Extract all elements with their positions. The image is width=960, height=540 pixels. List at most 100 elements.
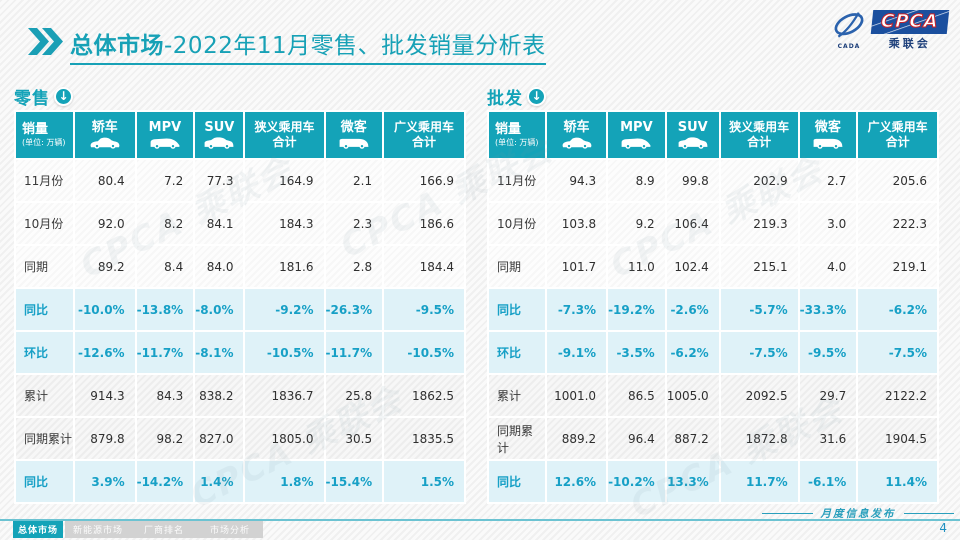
column-header: 轿车 bbox=[74, 112, 135, 158]
row-label: 同比 bbox=[16, 461, 73, 502]
table-row: 11月份 80.4 7.2 77.3 164.9 2.1 166.9 bbox=[16, 160, 464, 201]
value-cell: 166.9 bbox=[384, 160, 464, 201]
value-cell: 25.8 bbox=[325, 375, 383, 416]
value-cell: -6.2% bbox=[666, 332, 719, 373]
value-cell: 1862.5 bbox=[384, 375, 464, 416]
footer-tab-0[interactable]: 总体市场 bbox=[13, 521, 63, 538]
value-cell: 80.4 bbox=[74, 160, 135, 201]
down-arrow-icon: ↓ bbox=[527, 86, 546, 106]
table-row: 同比 12.6% -10.2% 13.3% 11.7% -6.1% 11.4% bbox=[489, 461, 937, 502]
sales-table: 销量 (单位: 万辆) 轿车 MPV SUV 狭义乘用车 合计 微客 广义乘用车 合计 11月份 94… bbox=[487, 110, 939, 504]
value-cell: 879.8 bbox=[74, 418, 135, 459]
table-row: 11月份 94.3 8.9 99.8 202.9 2.7 205.6 bbox=[489, 160, 937, 201]
value-cell: 96.4 bbox=[608, 418, 665, 459]
value-cell: 9.2 bbox=[608, 203, 665, 244]
value-cell: -3.5% bbox=[608, 332, 665, 373]
value-cell: -7.3% bbox=[546, 289, 607, 330]
value-cell: 219.1 bbox=[858, 246, 937, 287]
value-cell: 914.3 bbox=[74, 375, 135, 416]
value-cell: 2.7 bbox=[799, 160, 857, 201]
wholesale-title: 批发 bbox=[487, 88, 523, 109]
mpv-icon bbox=[137, 136, 194, 151]
column-header: 狭义乘用车 合计 bbox=[245, 112, 324, 158]
value-cell: -15.4% bbox=[325, 461, 383, 502]
value-cell: -9.2% bbox=[245, 289, 324, 330]
value-cell: 838.2 bbox=[195, 375, 244, 416]
value-cell: 102.4 bbox=[666, 246, 719, 287]
row-label: 环比 bbox=[489, 332, 545, 373]
value-cell: 92.0 bbox=[74, 203, 135, 244]
footer-tab-1[interactable]: 新能源市场 bbox=[65, 521, 131, 538]
value-cell: -8.1% bbox=[195, 332, 244, 373]
value-cell: 8.4 bbox=[136, 246, 194, 287]
value-cell: 181.6 bbox=[245, 246, 324, 287]
row-label: 同期累计 bbox=[16, 418, 73, 459]
value-cell: 98.2 bbox=[136, 418, 194, 459]
table-row: 累计 914.3 84.3 838.2 1836.7 25.8 1862.5 bbox=[16, 375, 464, 416]
wholesale-panel: 批发 ↓ 销量 (单位: 万辆) 轿车 MPV SUV 狭义乘用车 合计 微客 广义乘用车 合计 1… bbox=[487, 84, 939, 504]
value-cell: 8.9 bbox=[608, 160, 665, 201]
value-cell: 1805.0 bbox=[245, 418, 324, 459]
column-header: MPV bbox=[136, 112, 194, 158]
row-label: 同比 bbox=[489, 289, 545, 330]
retail-table-host: 销量 (单位: 万辆) 轿车 MPV SUV 狭义乘用车 合计 微客 广义乘用车 合计 11月份 80… bbox=[14, 110, 466, 504]
cada-label: CADA bbox=[837, 43, 861, 50]
value-cell: -12.6% bbox=[74, 332, 135, 373]
value-cell: 31.6 bbox=[799, 418, 857, 459]
value-cell: 1835.5 bbox=[384, 418, 464, 459]
sedan-icon bbox=[75, 136, 135, 151]
cpca-label: CPCA bbox=[880, 11, 940, 33]
value-cell: -9.5% bbox=[799, 332, 857, 373]
column-header: 狭义乘用车 合计 bbox=[720, 112, 798, 158]
value-cell: -13.8% bbox=[136, 289, 194, 330]
value-cell: 30.5 bbox=[325, 418, 383, 459]
value-cell: 11.4% bbox=[858, 461, 937, 502]
release-note-line bbox=[903, 513, 954, 514]
value-cell: 101.7 bbox=[546, 246, 607, 287]
value-cell: 186.6 bbox=[384, 203, 464, 244]
table-row: 环比 -12.6% -11.7% -8.1% -10.5% -11.7% -10.5% bbox=[16, 332, 464, 373]
page-title-rest: -2022年11月零售、批发销量分析表 bbox=[164, 33, 546, 59]
table-row: 累计 1001.0 86.5 1005.0 2092.5 29.7 2122.2 bbox=[489, 375, 937, 416]
value-cell: 77.3 bbox=[195, 160, 244, 201]
page-header: 总体市场-2022年11月零售、批发销量分析表 bbox=[28, 26, 546, 65]
release-note-text: 月度信息发布 bbox=[820, 508, 896, 520]
value-cell: 4.0 bbox=[799, 246, 857, 287]
value-cell: 222.3 bbox=[858, 203, 937, 244]
footer-tab-3[interactable]: 市场分析 bbox=[197, 521, 263, 538]
value-cell: -33.3% bbox=[799, 289, 857, 330]
column-header: 广义乘用车 合计 bbox=[384, 112, 464, 158]
value-cell: 1.5% bbox=[384, 461, 464, 502]
value-cell: 84.3 bbox=[136, 375, 194, 416]
row-label: 11月份 bbox=[16, 160, 73, 201]
page-number: 4 bbox=[939, 521, 947, 535]
table-row: 环比 -9.1% -3.5% -6.2% -7.5% -9.5% -7.5% bbox=[489, 332, 937, 373]
column-header: 微客 bbox=[325, 112, 383, 158]
value-cell: 2.3 bbox=[325, 203, 383, 244]
row-label: 11月份 bbox=[489, 160, 545, 201]
mpv-icon bbox=[608, 136, 665, 151]
release-note: 月度信息发布 bbox=[762, 506, 954, 521]
value-cell: 184.3 bbox=[245, 203, 324, 244]
value-cell: 2092.5 bbox=[720, 375, 798, 416]
value-cell: 164.9 bbox=[245, 160, 324, 201]
retail-title: 零售 bbox=[14, 88, 50, 109]
value-cell: -8.0% bbox=[195, 289, 244, 330]
value-cell: 2.1 bbox=[325, 160, 383, 201]
value-cell: 86.5 bbox=[608, 375, 665, 416]
value-cell: -10.5% bbox=[384, 332, 464, 373]
value-cell: -9.5% bbox=[384, 289, 464, 330]
value-cell: 219.3 bbox=[720, 203, 798, 244]
value-cell: 7.2 bbox=[136, 160, 194, 201]
row-label: 10月份 bbox=[16, 203, 73, 244]
value-cell: 103.8 bbox=[546, 203, 607, 244]
row-label: 同期 bbox=[16, 246, 73, 287]
table-row: 同期累计 889.2 96.4 887.2 1872.8 31.6 1904.5 bbox=[489, 418, 937, 459]
value-cell: 13.3% bbox=[666, 461, 719, 502]
value-cell: -11.7% bbox=[136, 332, 194, 373]
row-label: 累计 bbox=[16, 375, 73, 416]
retail-panel-label: 零售 ↓ bbox=[14, 84, 466, 109]
footer-tab-2[interactable]: 厂商排名 bbox=[131, 521, 197, 538]
value-cell: 1872.8 bbox=[720, 418, 798, 459]
value-cell: 205.6 bbox=[858, 160, 937, 201]
